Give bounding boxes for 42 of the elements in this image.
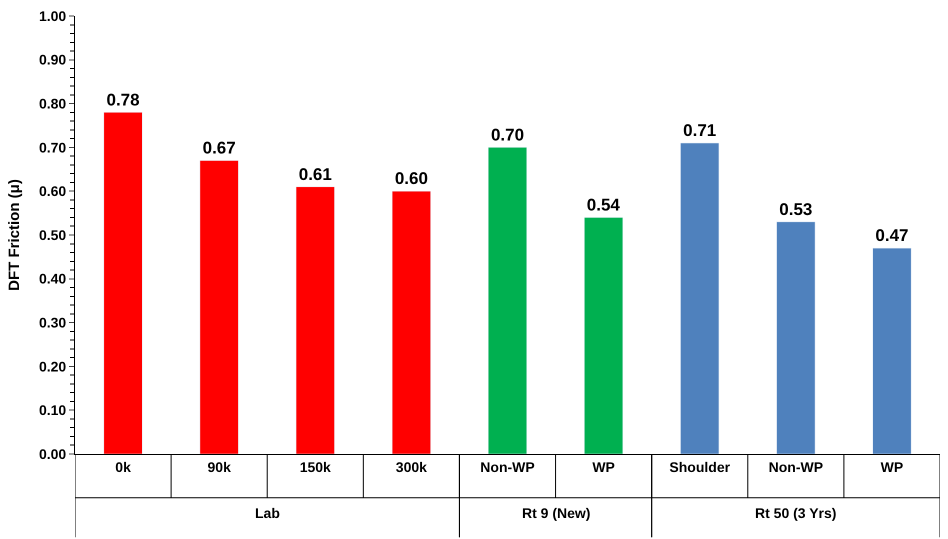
text: 0.53 (779, 200, 812, 219)
text: 0.60 (394, 169, 428, 188)
text: 0.70 (490, 125, 524, 144)
y-tick-label: 0.00 (38, 446, 66, 462)
bar (392, 190, 431, 454)
bar (872, 248, 912, 454)
bar (584, 217, 624, 454)
x-tick-label: 90k (207, 458, 232, 475)
y-tick-label: 0.70 (38, 139, 66, 156)
text: Rt 50 (3 Yrs) (755, 505, 836, 521)
bar (488, 147, 527, 454)
y-tick-label: 0.10 (38, 402, 66, 418)
bar (680, 142, 720, 454)
text: 0.67 (202, 138, 236, 158)
text: 0.54 (586, 195, 620, 214)
y-tick-label: 1.00 (38, 8, 66, 24)
bar (296, 186, 335, 454)
text: Lab (255, 505, 280, 521)
x-tick-label: Shoulder (669, 458, 731, 475)
text: 0.47 (875, 226, 908, 246)
text: 0.71 (683, 121, 716, 140)
y-tick-label: 0.80 (38, 96, 66, 112)
text: 0.78 (106, 90, 140, 110)
x-tick-label: Non-WP (480, 458, 535, 475)
x-tick-label: WP (880, 458, 904, 475)
x-tick-label: Non-WP (768, 458, 824, 475)
y-tick-label: 0.40 (38, 270, 66, 287)
y-tick-label: 0.30 (38, 314, 66, 330)
y-tick-label: 0.50 (38, 226, 66, 243)
x-tick-label: 150k (300, 458, 332, 475)
bar (200, 160, 239, 454)
y-tick-label: 0.20 (38, 358, 66, 374)
x-tick-label: WP (592, 458, 615, 475)
x-tick-label: 0k (115, 458, 132, 475)
bar (104, 112, 143, 454)
text: Rt 9 (New) (522, 505, 590, 521)
y-axis-title: DFT Friction (μ) (6, 179, 24, 291)
text: 0.61 (298, 164, 332, 184)
x-tick-label: 300k (396, 458, 428, 475)
y-tick-label: 0.60 (38, 183, 66, 200)
y-tick-label: 0.90 (38, 52, 66, 68)
bar (776, 222, 816, 454)
